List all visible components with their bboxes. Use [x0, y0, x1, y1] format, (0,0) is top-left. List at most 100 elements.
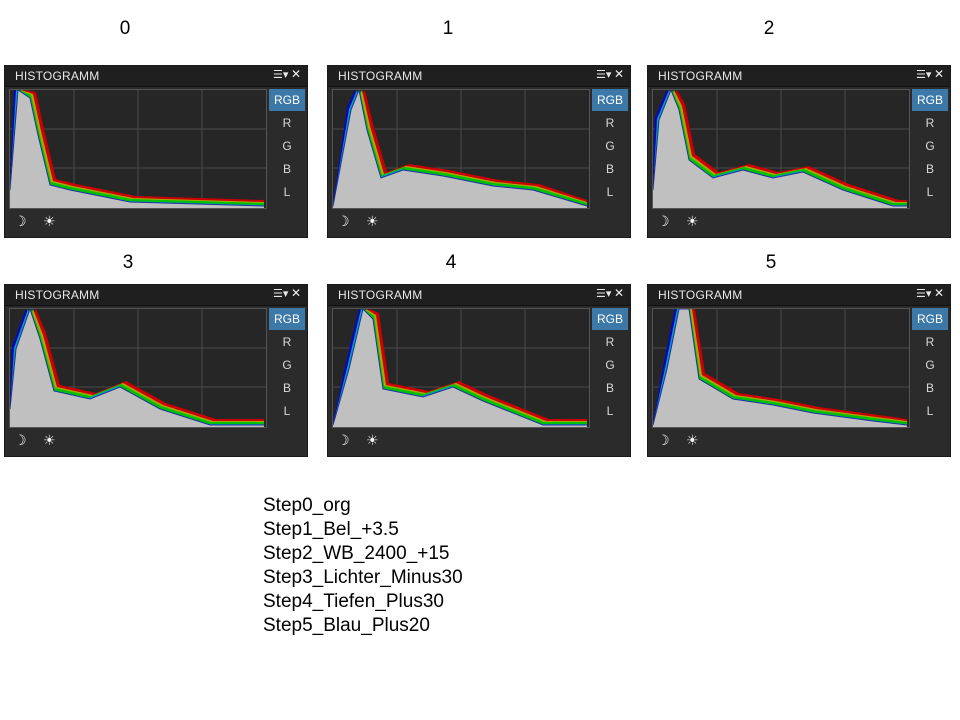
sun-icon[interactable]: ☀	[686, 433, 699, 449]
channel-tab-b[interactable]: B	[605, 381, 614, 395]
panel-title: HISTOGRAMM	[658, 288, 743, 302]
close-icon[interactable]: ✕	[934, 286, 945, 300]
moon-icon[interactable]: ☽	[14, 214, 27, 230]
channel-tab-rgb[interactable]: RGB	[269, 89, 305, 111]
histogram-graph	[10, 309, 266, 427]
histogram-area	[652, 308, 910, 428]
moon-icon[interactable]: ☽	[657, 433, 670, 449]
sun-icon[interactable]: ☀	[686, 214, 699, 230]
histogram-graph	[333, 90, 589, 208]
panel-header: HISTOGRAMM ☰▾ ✕	[328, 66, 630, 87]
step-number: 4	[445, 252, 457, 273]
luminance-area	[10, 309, 264, 427]
channel-tab-b[interactable]: B	[605, 162, 614, 176]
moon-icon[interactable]: ☽	[337, 214, 350, 230]
menu-icon[interactable]: ☰▾	[596, 68, 612, 81]
step-number: 5	[765, 252, 777, 273]
moon-icon[interactable]: ☽	[14, 433, 27, 449]
channel-tab-r[interactable]: R	[605, 116, 615, 130]
histogram-area	[652, 89, 910, 209]
histogram-panel: HISTOGRAMM ☰▾ ✕ RGB R G B L ☽ ☀	[647, 284, 951, 457]
histogram-panel: HISTOGRAMM ☰▾ ✕ RGB R G B L ☽ ☀	[327, 65, 631, 238]
channel-tab-r[interactable]: R	[605, 335, 615, 349]
channel-tab-rgb[interactable]: RGB	[592, 89, 628, 111]
sun-icon[interactable]: ☀	[43, 214, 56, 230]
panel-title: HISTOGRAMM	[338, 69, 423, 83]
channel-tab-g[interactable]: G	[605, 139, 615, 153]
channel-tab-r[interactable]: R	[282, 116, 292, 130]
panel-header: HISTOGRAMM ☰▾ ✕	[5, 285, 307, 306]
channel-tab-b[interactable]: B	[925, 381, 934, 395]
close-icon[interactable]: ✕	[614, 67, 625, 81]
luminance-area	[653, 90, 907, 208]
panel-title: HISTOGRAMM	[658, 69, 743, 83]
step-number: 0	[119, 18, 131, 39]
histogram-graph	[333, 309, 589, 427]
step-number: 1	[442, 18, 454, 39]
luminance-line	[653, 309, 908, 426]
panel-title: HISTOGRAMM	[338, 288, 423, 302]
step-number: 2	[763, 18, 775, 39]
channel-tab-g[interactable]: G	[925, 358, 935, 372]
channel-tab-rgb[interactable]: RGB	[269, 308, 305, 330]
menu-icon[interactable]: ☰▾	[916, 68, 932, 81]
channel-tab-l[interactable]: L	[926, 185, 934, 199]
histogram-panel: HISTOGRAMM ☰▾ ✕ RGB R G B L ☽ ☀	[4, 284, 308, 457]
channel-tab-l[interactable]: L	[606, 404, 614, 418]
channel-tab-b[interactable]: B	[282, 162, 291, 176]
close-icon[interactable]: ✕	[934, 67, 945, 81]
menu-icon[interactable]: ☰▾	[916, 287, 932, 300]
channel-tab-l[interactable]: L	[283, 185, 291, 199]
histogram-graph	[10, 90, 266, 208]
sun-icon[interactable]: ☀	[366, 214, 379, 230]
channel-tab-rgb[interactable]: RGB	[592, 308, 628, 330]
luminance-line	[333, 309, 587, 426]
luminance-line	[653, 90, 907, 207]
panel-header: HISTOGRAMM ☰▾ ✕	[648, 285, 950, 306]
step-label: Step3_Lichter_Minus30	[263, 567, 463, 588]
channel-tab-rgb[interactable]: RGB	[912, 89, 948, 111]
menu-icon[interactable]: ☰▾	[596, 287, 612, 300]
channel-tab-l[interactable]: L	[926, 404, 934, 418]
step-label: Step4_Tiefen_Plus30	[263, 591, 444, 612]
channel-tab-l[interactable]: L	[283, 404, 291, 418]
close-icon[interactable]: ✕	[291, 286, 302, 300]
histogram-area	[332, 89, 590, 209]
channel-tab-r[interactable]: R	[925, 335, 935, 349]
step-number: 3	[122, 252, 134, 273]
luminance-line	[10, 309, 264, 426]
panel-header: HISTOGRAMM ☰▾ ✕	[648, 66, 950, 87]
step-label: Step5_Blau_Plus20	[263, 615, 430, 636]
panel-header: HISTOGRAMM ☰▾ ✕	[5, 66, 307, 87]
moon-icon[interactable]: ☽	[657, 214, 670, 230]
luminance-line	[10, 90, 265, 207]
channel-tab-rgb[interactable]: RGB	[912, 308, 948, 330]
channel-tab-r[interactable]: R	[925, 116, 935, 130]
histogram-panel: HISTOGRAMM ☰▾ ✕ RGB R G B L ☽ ☀	[327, 284, 631, 457]
channel-tab-g[interactable]: G	[925, 139, 935, 153]
panel-title: HISTOGRAMM	[15, 69, 100, 83]
channel-tab-g[interactable]: G	[282, 358, 292, 372]
panel-title: HISTOGRAMM	[15, 288, 100, 302]
menu-icon[interactable]: ☰▾	[273, 68, 289, 81]
luminance-area	[333, 90, 587, 208]
steps-list: Step0_org Step1_Bel_+3.5 Step2_WB_2400_+…	[263, 494, 463, 638]
channel-tab-g[interactable]: G	[605, 358, 615, 372]
histogram-panel: HISTOGRAMM ☰▾ ✕ RGB R G B L ☽ ☀	[647, 65, 951, 238]
sun-icon[interactable]: ☀	[366, 433, 379, 449]
channel-tab-b[interactable]: B	[925, 162, 934, 176]
channel-tab-r[interactable]: R	[282, 335, 292, 349]
histogram-graph	[653, 90, 909, 208]
sun-icon[interactable]: ☀	[43, 433, 56, 449]
channel-tab-l[interactable]: L	[606, 185, 614, 199]
luminance-line	[333, 90, 588, 207]
menu-icon[interactable]: ☰▾	[273, 287, 289, 300]
step-label: Step1_Bel_+3.5	[263, 519, 399, 540]
close-icon[interactable]: ✕	[614, 286, 625, 300]
close-icon[interactable]: ✕	[291, 67, 302, 81]
channel-tab-g[interactable]: G	[282, 139, 292, 153]
step-label: Step2_WB_2400_+15	[263, 543, 450, 564]
luminance-area	[333, 309, 587, 427]
channel-tab-b[interactable]: B	[282, 381, 291, 395]
moon-icon[interactable]: ☽	[337, 433, 350, 449]
